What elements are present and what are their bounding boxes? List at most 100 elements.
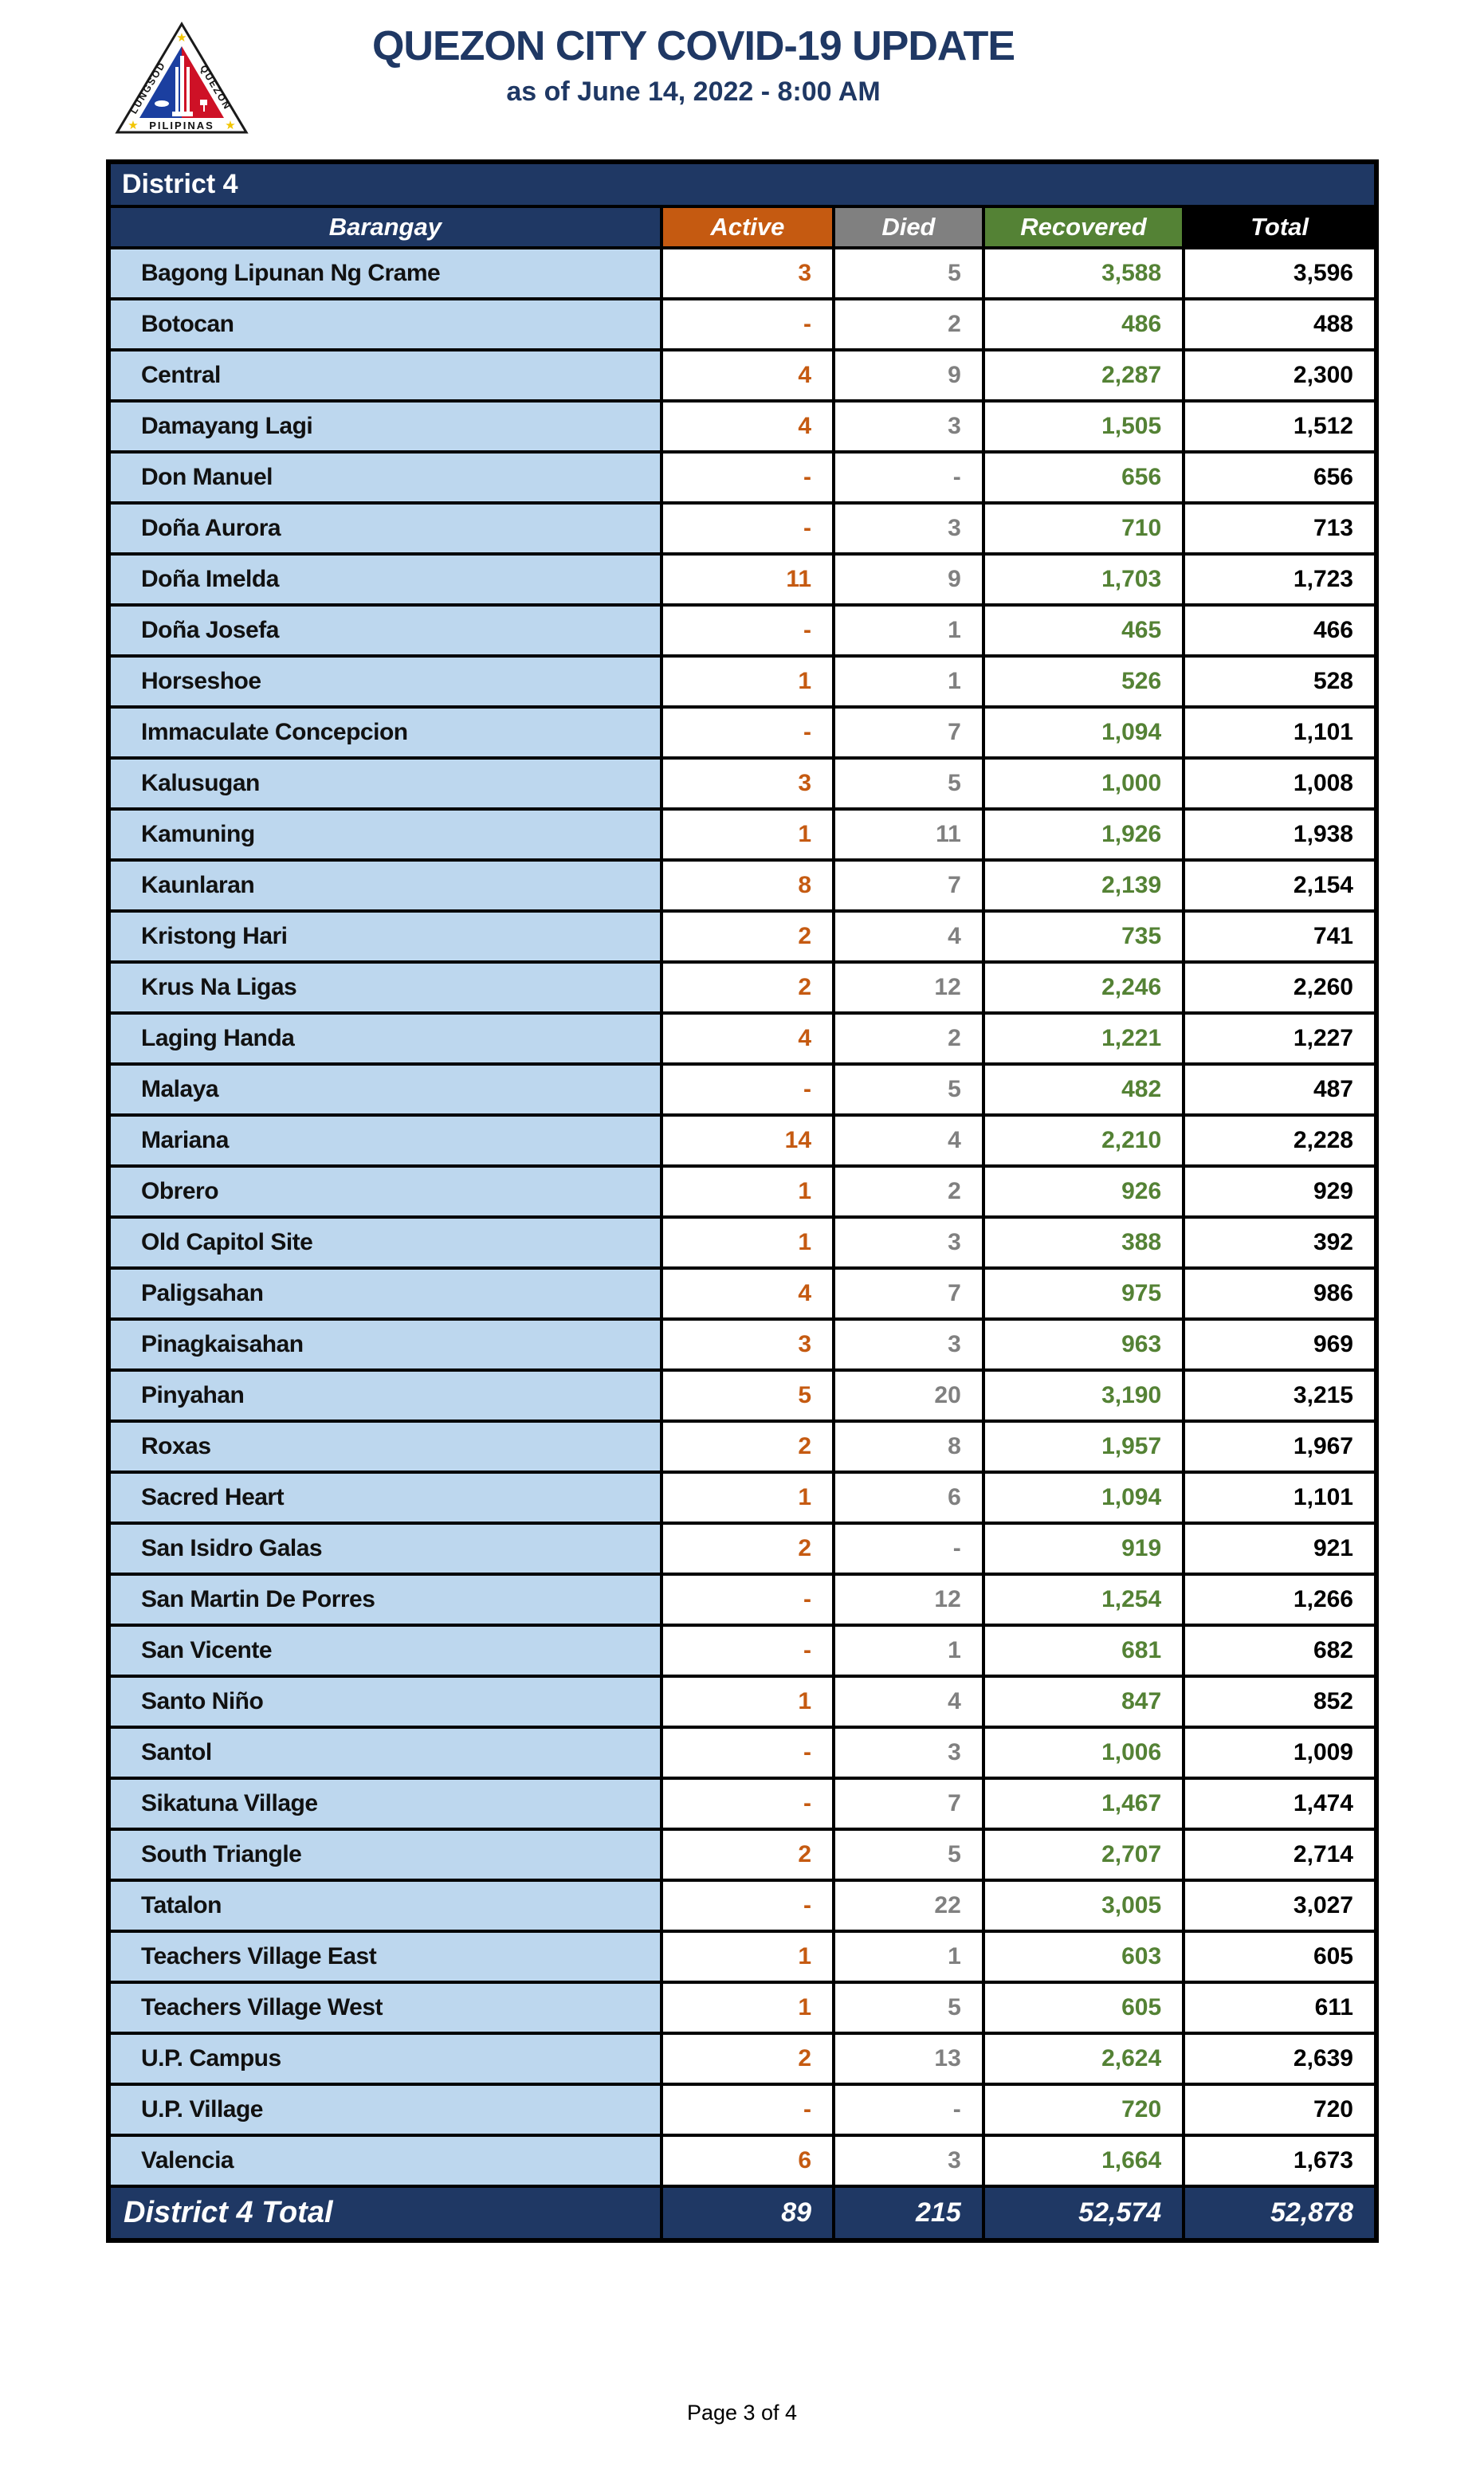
table-row: South Triangle 2 5 2,707 2,714 [107,1828,1378,1882]
recovered-count-cell: 1,006 [981,1726,1186,1780]
active-count-cell: - [659,1573,836,1627]
total-count-cell: 1,967 [1182,1420,1378,1474]
recovered-count-cell: 2,287 [981,348,1186,402]
barangay-name-cell: Horseshoe [107,654,663,709]
active-count-cell: 4 [659,1011,836,1066]
died-count-cell: 1 [832,654,985,709]
total-count-cell: 466 [1182,603,1378,658]
died-count-cell: 4 [832,1113,985,1168]
barangay-name-cell: Don Manuel [107,450,663,505]
table-row: Paligsahan 4 7 975 986 [107,1266,1378,1321]
died-count-cell: 3 [832,501,985,556]
table-row: Immaculate Concepcion -7 1,094 1,101 [107,705,1378,760]
died-count-cell: 12 [832,1573,985,1627]
column-header-died: Died [832,205,985,249]
district-total-active: 89 [659,2185,836,2242]
recovered-count-cell: 1,926 [981,807,1186,862]
barangay-name-cell: Pinagkaisahan [107,1317,663,1372]
active-count-cell: 2 [659,1420,836,1474]
recovered-count-cell: 720 [981,2083,1186,2137]
active-count-cell: 2 [659,1828,836,1882]
table-row: Old Capitol Site 1 3 388 392 [107,1215,1378,1270]
active-count-cell: 3 [659,756,836,811]
recovered-count-cell: 2,624 [981,2032,1186,2086]
active-count-cell: 2 [659,909,836,964]
recovered-count-cell: 1,094 [981,705,1186,760]
died-count-cell: 5 [832,1981,985,2035]
table-row: Obrero 1 2 926 929 [107,1164,1378,1219]
died-count-cell: 12 [832,960,985,1015]
died-count-cell: 5 [832,1828,985,1882]
column-header-total: Total [1182,205,1378,249]
died-count-cell: 1 [832,1930,985,1984]
active-count-cell: 4 [659,348,836,402]
district-total-total: 52,878 [1182,2185,1378,2242]
recovered-count-cell: 526 [981,654,1186,709]
active-count-cell: 8 [659,858,836,913]
column-header-active: Active [659,205,836,249]
barangay-name-cell: Mariana [107,1113,663,1168]
table-row: Teachers Village West 1 5 605 611 [107,1981,1378,2035]
total-count-cell: 392 [1182,1215,1378,1270]
total-count-cell: 741 [1182,909,1378,964]
died-count-cell: 2 [832,1164,985,1219]
died-count-cell: 3 [832,2134,985,2188]
total-count-cell: 3,215 [1182,1368,1378,1423]
total-count-cell: 605 [1182,1930,1378,1984]
district-total-recovered: 52,574 [981,2185,1186,2242]
page-subtitle: as of June 14, 2022 - 8:00 AM [506,77,881,107]
barangay-name-cell: Pinyahan [107,1368,663,1423]
died-count-cell: 3 [832,1215,985,1270]
total-count-cell: 1,938 [1182,807,1378,862]
barangay-name-cell: Laging Handa [107,1011,663,1066]
died-count-cell: 5 [832,246,985,300]
died-count-cell: 3 [832,399,985,454]
table-row: Doña Imelda 11 9 1,703 1,723 [107,552,1378,607]
died-count-cell: - [832,1522,985,1576]
total-count-cell: 2,639 [1182,2032,1378,2086]
recovered-count-cell: 1,221 [981,1011,1186,1066]
died-count-cell: 3 [832,1317,985,1372]
barangay-name-cell: Kamuning [107,807,663,862]
recovered-count-cell: 2,210 [981,1113,1186,1168]
barangay-name-cell: Krus Na Ligas [107,960,663,1015]
barangay-name-cell: Santo Niño [107,1675,663,1729]
recovered-count-cell: 3,588 [981,246,1186,300]
column-header-barangay: Barangay [107,205,663,249]
recovered-count-cell: 2,246 [981,960,1186,1015]
table-row: Pinyahan 5 20 3,190 3,215 [107,1368,1378,1423]
recovered-count-cell: 1,505 [981,399,1186,454]
table-row: U.P. Campus 2 13 2,624 2,639 [107,2032,1378,2086]
died-count-cell: 22 [832,1879,985,1933]
active-count-cell: - [659,450,836,505]
table-row: Bagong Lipunan Ng Crame 3 5 3,588 3,596 [107,246,1378,300]
column-header-row: Barangay Active Died Recovered Total [107,205,1378,249]
died-count-cell: 11 [832,807,985,862]
total-count-cell: 1,101 [1182,1471,1378,1525]
recovered-count-cell: 975 [981,1266,1186,1321]
total-count-cell: 1,008 [1182,756,1378,811]
died-count-cell: 2 [832,297,985,351]
total-count-cell: 713 [1182,501,1378,556]
barangay-name-cell: Tatalon [107,1879,663,1933]
active-count-cell: 4 [659,399,836,454]
barangay-name-cell: Sacred Heart [107,1471,663,1525]
recovered-count-cell: 482 [981,1062,1186,1117]
recovered-count-cell: 656 [981,450,1186,505]
died-count-cell: 5 [832,756,985,811]
total-count-cell: 929 [1182,1164,1378,1219]
died-count-cell: 20 [832,1368,985,1423]
table-row: Kalusugan 3 5 1,000 1,008 [107,756,1378,811]
recovered-count-cell: 1,000 [981,756,1186,811]
total-count-cell: 2,228 [1182,1113,1378,1168]
active-count-cell: 1 [659,807,836,862]
table-row: San Martin De Porres -12 1,254 1,266 [107,1573,1378,1627]
barangay-name-cell: Old Capitol Site [107,1215,663,1270]
barangay-name-cell: San Vicente [107,1624,663,1678]
barangay-name-cell: Teachers Village East [107,1930,663,1984]
barangay-name-cell: Roxas [107,1420,663,1474]
recovered-count-cell: 847 [981,1675,1186,1729]
barangay-name-cell: Doña Aurora [107,501,663,556]
table-row: San Vicente -1 681 682 [107,1624,1378,1678]
active-count-cell: - [659,1777,836,1831]
